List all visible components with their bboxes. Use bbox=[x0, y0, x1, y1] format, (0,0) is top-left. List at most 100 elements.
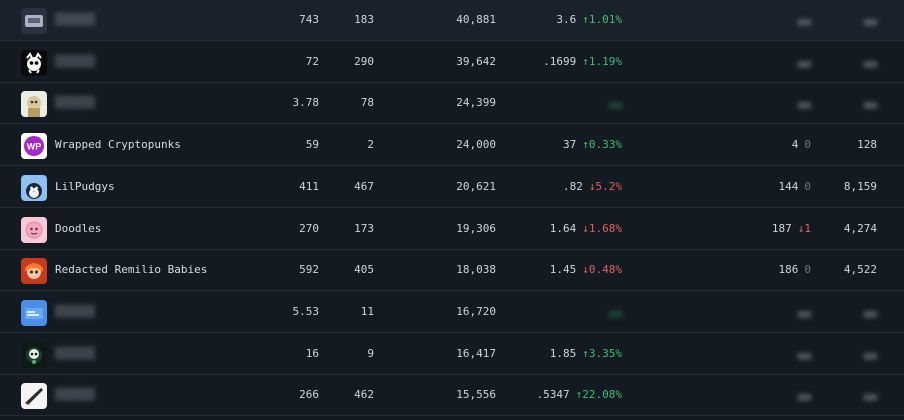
obscured-name: ██████ bbox=[55, 346, 95, 360]
arrow-up-icon: ↑ bbox=[582, 54, 589, 68]
volume-cell: 1.45 ↓0.48% bbox=[550, 263, 622, 276]
obscured-name: ██████ bbox=[55, 13, 95, 26]
owners-count: 173 bbox=[354, 221, 374, 235]
floor-price: 5.53 bbox=[292, 304, 320, 318]
arrow-down-icon: ↓ bbox=[582, 263, 589, 277]
volume-change: ↓5.2% bbox=[589, 180, 622, 193]
arrow-down-icon: ↓ bbox=[582, 221, 589, 235]
sales-change-value: 0 bbox=[804, 179, 811, 193]
obscured-sales: ▄▄ bbox=[797, 13, 811, 26]
obscured-holders: ▄▄ bbox=[863, 388, 877, 402]
table-row[interactable]: 16 9 16,417 1.85 ↑3.35% ██████ ▄▄ ▄▄ bbox=[0, 334, 904, 375]
obscured-sales: ▄▄ bbox=[797, 346, 811, 360]
collection-thumbnail[interactable] bbox=[21, 174, 47, 201]
supply-count: 19,306 bbox=[456, 221, 496, 235]
floor-price: 270 bbox=[299, 221, 319, 235]
obscured-sales: ▄▄ bbox=[797, 304, 811, 318]
volume-value: .1699 bbox=[543, 54, 577, 68]
volume-value: 3.6 bbox=[556, 13, 577, 26]
collection-thumbnail[interactable] bbox=[21, 216, 47, 243]
supply-count: 24,000 bbox=[456, 138, 496, 152]
obscured-name: ██████ bbox=[55, 96, 95, 110]
collection-thumbnail[interactable] bbox=[21, 341, 47, 368]
volume-cell: .5347 ↑22.08% bbox=[537, 388, 623, 401]
arrow-down-icon: ↓ bbox=[797, 221, 805, 235]
supply-count: 18,038 bbox=[456, 263, 496, 277]
sales-value: 144 bbox=[778, 179, 799, 193]
volume-change-value: 22.08% bbox=[582, 388, 622, 402]
collection-thumbnail[interactable] bbox=[21, 91, 47, 118]
volume-change: ↑1.19% bbox=[582, 55, 622, 68]
arrow-up-icon: ↑ bbox=[575, 388, 583, 402]
sales-cell: 186 0 bbox=[779, 263, 812, 276]
sales-value: 4 bbox=[791, 138, 799, 152]
supply-count: 24,399 bbox=[456, 96, 496, 110]
owners-count: 78 bbox=[360, 96, 374, 110]
volume-value: .82 bbox=[563, 179, 583, 193]
supply-count: 16,720 bbox=[456, 304, 496, 318]
collection-name: Doodles bbox=[55, 221, 102, 235]
supply-count: 15,556 bbox=[456, 388, 496, 402]
table-row[interactable]: WP Wrapped Cryptopunks 59 2 24,000 37 ↑0.33% 4 0… bbox=[0, 125, 904, 167]
volume-change-value: 5.2% bbox=[595, 179, 623, 193]
floor-price: 16 bbox=[305, 346, 319, 360]
sales-change: ↓1 bbox=[798, 222, 811, 235]
obscured-name: ██████ bbox=[55, 388, 95, 402]
floor-price: 592 bbox=[299, 263, 319, 277]
obscured-holders: ▄▄ bbox=[863, 304, 877, 318]
supply-count: 16,417 bbox=[456, 346, 496, 360]
table-row[interactable]: 3.78 78 24,399 ██████ ▄▄ ▄▄ ▄▄ bbox=[0, 83, 904, 125]
table-row[interactable]: Doodles 270 173 19,306 1.64 ↓1.68% 187 ↓1 4,274 bbox=[0, 209, 904, 250]
obscured-sales: ▄▄ bbox=[797, 96, 811, 110]
volume-value: 1.85 bbox=[549, 346, 577, 360]
table-row[interactable]: 72 290 39,642 .1699 ↑1.19% ██████ ▄▄ ▄▄ bbox=[0, 42, 904, 83]
sales-cell: 187 ↓1 bbox=[772, 222, 811, 235]
table-row[interactable]: 266 462 15,556 .5347 ↑22.08% ██████ ▄▄ ▄▄ bbox=[0, 375, 904, 417]
collection-thumbnail[interactable]: WP bbox=[21, 133, 47, 160]
floor-price: 59 bbox=[305, 138, 319, 152]
collection-name: Wrapped Cryptopunks bbox=[55, 138, 181, 152]
owners-count: 467 bbox=[354, 179, 374, 193]
volume-change-value: 1.01% bbox=[588, 13, 622, 26]
holders-count: 8,159 bbox=[843, 179, 877, 193]
volume-change: ↑1.01% bbox=[582, 13, 622, 26]
table-row[interactable]: LilPudgys 411 467 20,621 .82 ↓5.2% 144 0 8,159 bbox=[0, 167, 904, 208]
volume-value: 1.64 bbox=[549, 221, 577, 235]
collection-thumbnail[interactable] bbox=[21, 8, 47, 34]
collection-thumbnail[interactable] bbox=[21, 383, 47, 410]
supply-count: 39,642 bbox=[456, 54, 496, 68]
collection-thumbnail[interactable] bbox=[21, 258, 47, 285]
holders-count: 128 bbox=[857, 138, 877, 152]
volume-cell: 3.6 ↑1.01% bbox=[556, 13, 622, 26]
sales-cell: 144 0 bbox=[779, 180, 812, 193]
volume-change-value: 3.35% bbox=[588, 346, 622, 360]
owners-count: 9 bbox=[367, 346, 374, 360]
sales-change: 0 bbox=[804, 138, 811, 151]
obscured-sales: ▄▄ bbox=[797, 388, 811, 402]
floor-price: 72 bbox=[305, 54, 319, 68]
floor-price: 3.78 bbox=[292, 96, 320, 110]
holders-count: 4,274 bbox=[843, 221, 877, 235]
floor-price: 266 bbox=[299, 388, 319, 402]
supply-count: 20,621 bbox=[456, 179, 496, 193]
volume-value: 1.45 bbox=[549, 263, 577, 277]
obscured-sales: ▄▄ bbox=[797, 54, 811, 68]
volume-change-value: 0.48% bbox=[588, 263, 622, 277]
obscured-name: ██████ bbox=[55, 54, 95, 68]
arrow-up-icon: ↑ bbox=[582, 346, 589, 360]
obscured-holders: ▄▄ bbox=[863, 96, 877, 110]
collection-thumbnail[interactable] bbox=[21, 49, 47, 76]
collection-thumbnail[interactable] bbox=[21, 299, 47, 326]
table-row[interactable]: Redacted Remilio Babies 592 405 18,038 1.45 ↓… bbox=[0, 250, 904, 292]
sales-value: 186 bbox=[778, 263, 799, 277]
sales-change: 0 bbox=[804, 263, 811, 276]
obscured-holders: ▄▄ bbox=[863, 54, 877, 68]
volume-cell: .1699 ↑1.19% bbox=[543, 55, 622, 68]
collection-name: Redacted Remilio Babies bbox=[55, 263, 208, 277]
table-row[interactable]: 5.53 11 16,720 ██████ ▄▄ ▄▄ ▄▄ bbox=[0, 292, 904, 333]
volume-change: ↑3.35% bbox=[582, 347, 622, 360]
sales-change: 0 bbox=[804, 180, 811, 193]
arrow-down-icon: ↓ bbox=[588, 179, 596, 193]
table-row[interactable]: 743 183 40,881 3.6 ↑1.01% ██████ ▄▄ ▄▄ bbox=[0, 0, 904, 41]
